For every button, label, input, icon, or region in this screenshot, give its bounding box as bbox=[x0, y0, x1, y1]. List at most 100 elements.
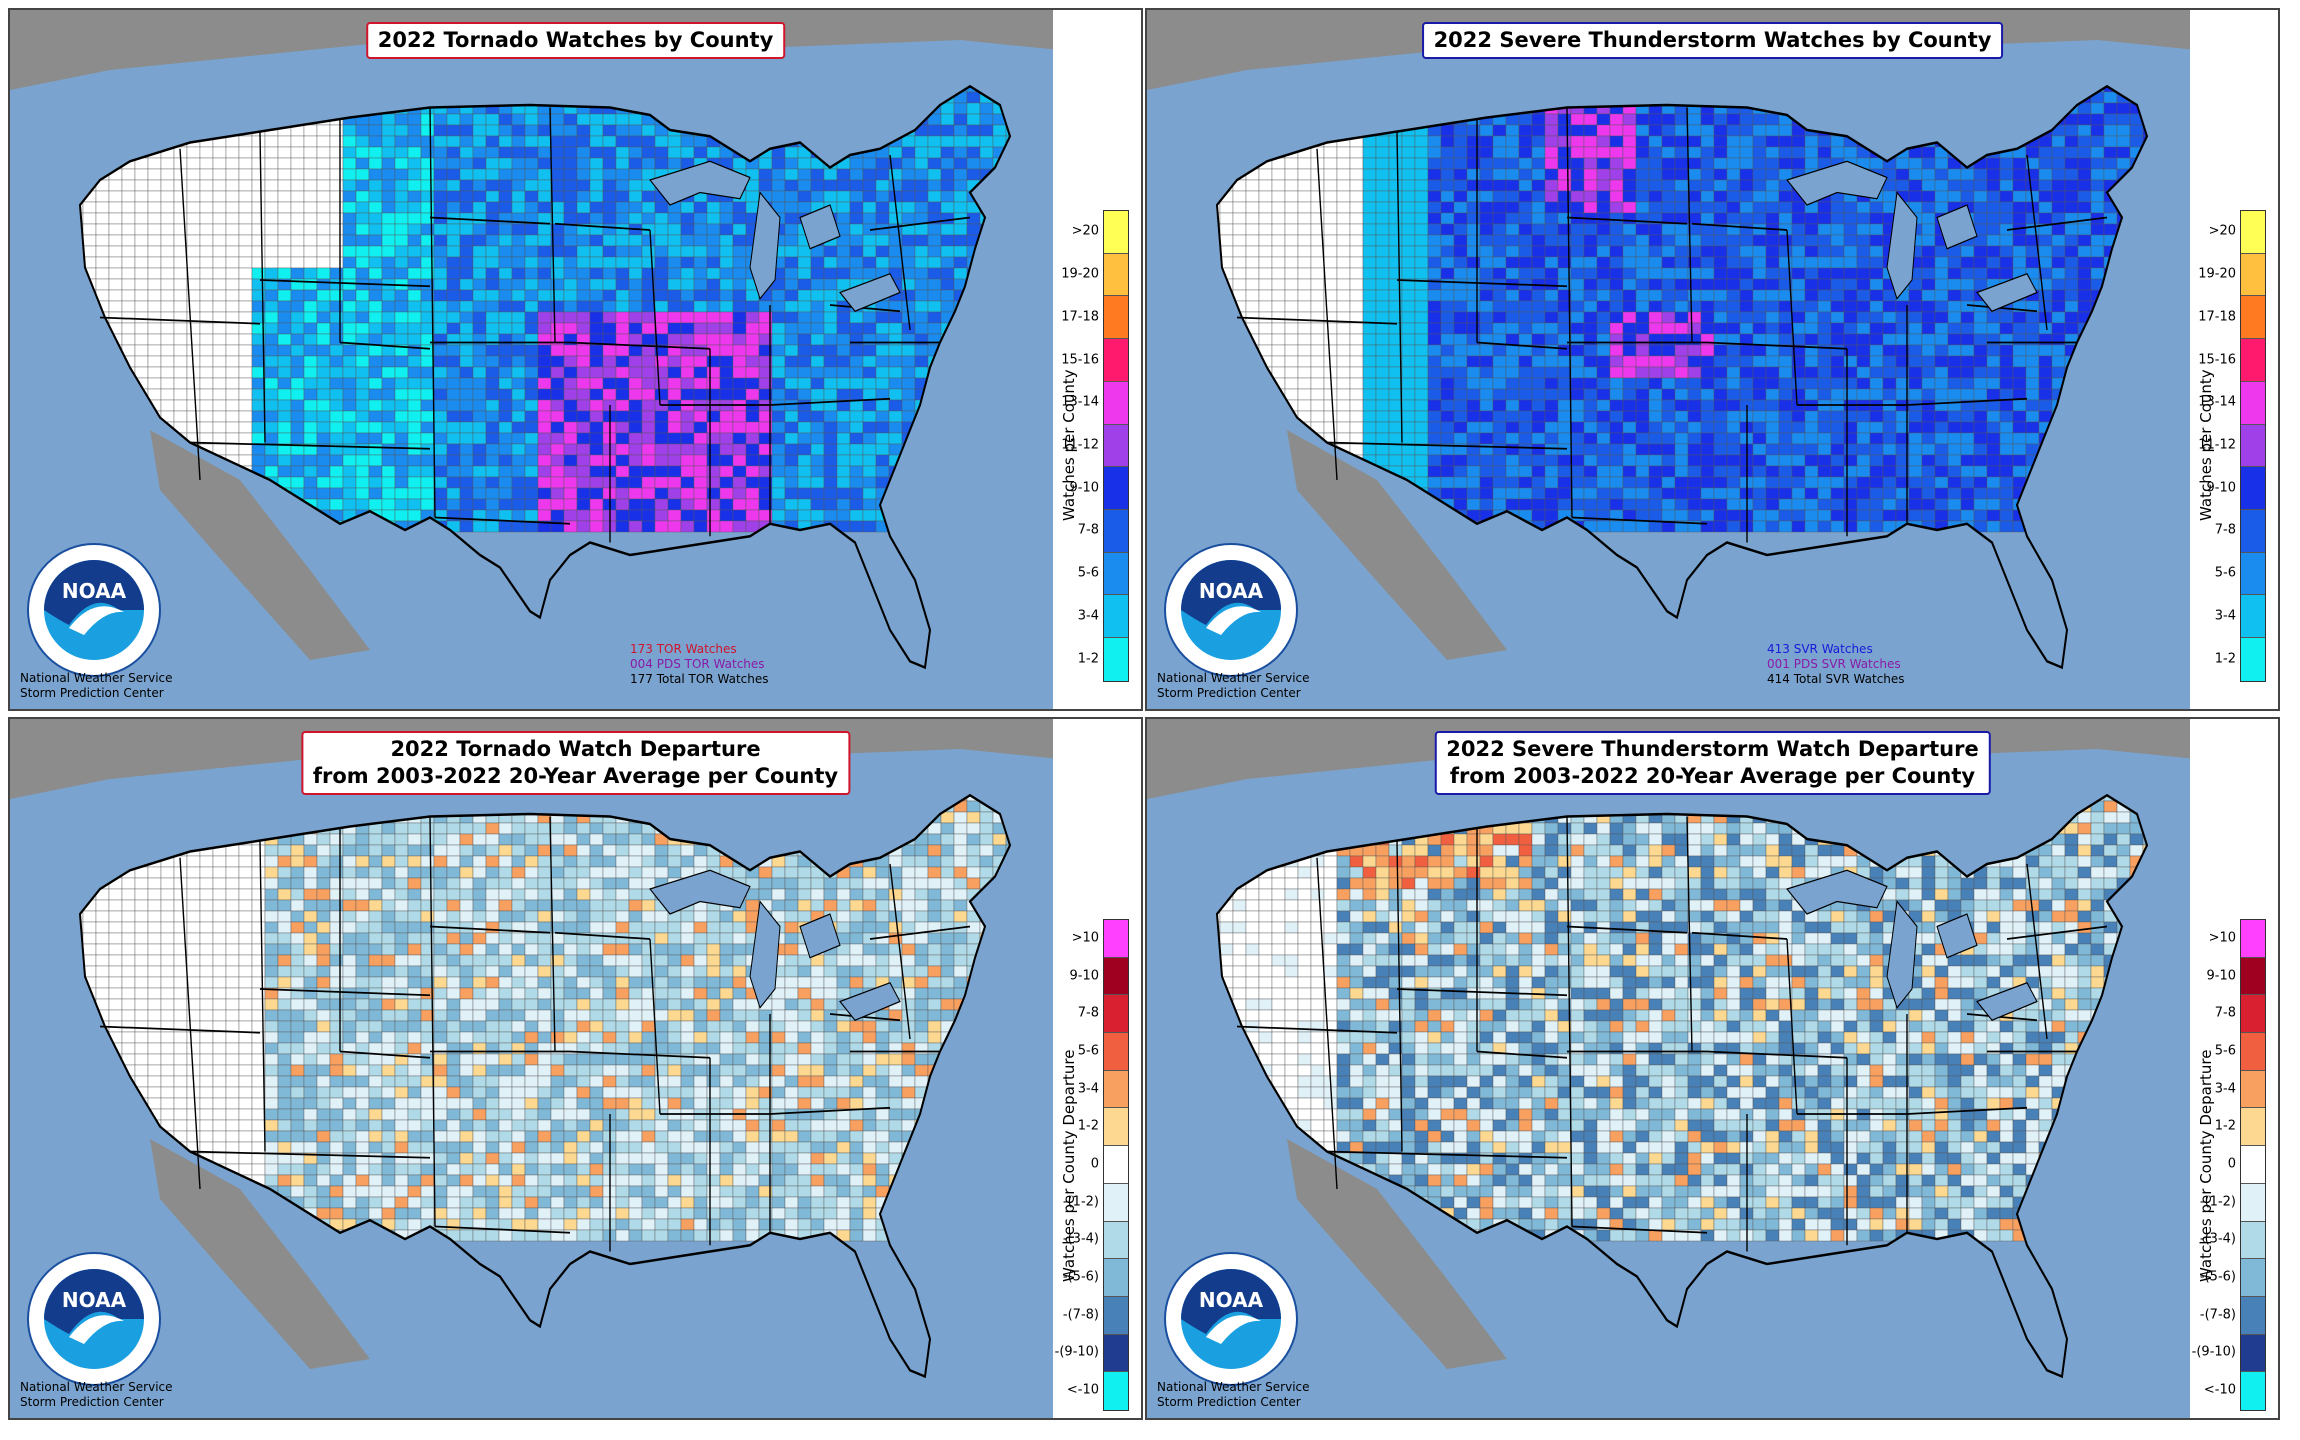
legend-label: 7-8 bbox=[1077, 522, 1099, 538]
legend-label: 13-14 bbox=[2198, 394, 2236, 410]
noaa-logo: NOAA bbox=[1161, 1249, 1301, 1389]
legend-label: <-10 bbox=[1066, 1382, 1099, 1398]
legend-label: -(7-8) bbox=[1062, 1307, 1099, 1323]
noaa-logo-text: NOAA bbox=[62, 579, 127, 603]
credit-line: Storm Prediction Center bbox=[20, 1395, 164, 1409]
state-borders bbox=[1236, 107, 2108, 543]
legend-label: 3-4 bbox=[1077, 1081, 1099, 1097]
watch-count-line: 414 Total SVR Watches bbox=[1767, 672, 1905, 686]
legend-label: -(3-4) bbox=[1062, 1231, 1099, 1247]
legend-swatch bbox=[1104, 510, 1128, 553]
watch-count-line: 004 PDS TOR Watches bbox=[630, 657, 765, 671]
credit-line: Storm Prediction Center bbox=[1157, 686, 1301, 700]
legend-label: -(9-10) bbox=[1054, 1344, 1099, 1360]
legend-label: -(7-8) bbox=[2199, 1307, 2236, 1323]
legend-swatch bbox=[2241, 1108, 2265, 1147]
state-borders bbox=[1236, 816, 2108, 1252]
map-title-line: from 2003-2022 20-Year Average per Count… bbox=[1449, 764, 1976, 788]
legend-label: 3-4 bbox=[2214, 608, 2236, 624]
legend-label: 11-12 bbox=[1061, 437, 1099, 453]
legend-label: 19-20 bbox=[1061, 266, 1099, 282]
legend-label: 1-2 bbox=[2214, 651, 2236, 667]
canada-land bbox=[10, 10, 1060, 90]
us-outline bbox=[1215, 84, 2149, 670]
state-borders bbox=[99, 816, 971, 1252]
credit-text: National Weather Service Storm Prediction… bbox=[20, 1380, 173, 1410]
noaa-logo-text: NOAA bbox=[62, 1288, 127, 1312]
credit-line: National Weather Service bbox=[20, 671, 173, 685]
great-lakes bbox=[649, 160, 901, 312]
credit-line: Storm Prediction Center bbox=[20, 686, 164, 700]
credit-line: National Weather Service bbox=[20, 1380, 173, 1394]
legend-swatch bbox=[1104, 1033, 1128, 1071]
legend-label: 1-2 bbox=[2214, 1118, 2236, 1134]
legend-swatch bbox=[2241, 1334, 2265, 1373]
legend-swatch bbox=[2241, 510, 2265, 553]
mexico-land bbox=[1287, 1139, 1507, 1369]
legend-swatch bbox=[1104, 552, 1128, 596]
legend-label: 7-8 bbox=[1077, 1005, 1099, 1021]
legend-swatch bbox=[1104, 253, 1128, 297]
noaa-logo: NOAA bbox=[1161, 540, 1301, 680]
legend-swatch bbox=[1104, 211, 1128, 254]
us-county-map bbox=[1147, 719, 2197, 1418]
map-title-line: 2022 Tornado Watch Departure bbox=[390, 737, 761, 761]
great-lakes bbox=[649, 869, 901, 1021]
legend-label: 3-4 bbox=[2214, 1081, 2236, 1097]
map-title-line: from 2003-2022 20-Year Average per Count… bbox=[312, 764, 839, 788]
legend-label: 17-18 bbox=[1061, 309, 1099, 325]
legend-label: 0 bbox=[1090, 1156, 1099, 1172]
legend-swatch bbox=[1104, 1221, 1128, 1260]
legend-label: >10 bbox=[1071, 930, 1099, 946]
legend-label: <-10 bbox=[2203, 1382, 2236, 1398]
legend-label: 7-8 bbox=[2214, 522, 2236, 538]
credit-line: National Weather Service bbox=[1157, 1380, 1310, 1394]
credit-text: National Weather Service Storm Prediction… bbox=[20, 671, 173, 701]
legend-swatch bbox=[1104, 424, 1128, 468]
watch-counts: 173 TOR Watches 004 PDS TOR Watches 177 To… bbox=[630, 642, 768, 687]
mexico-land bbox=[1287, 430, 1507, 660]
legend-label: >20 bbox=[2208, 223, 2236, 239]
legend-swatch bbox=[1104, 995, 1128, 1034]
legend-label: 5-6 bbox=[2214, 1043, 2236, 1059]
legend-swatch bbox=[1104, 1146, 1128, 1184]
noaa-logo: NOAA bbox=[24, 540, 164, 680]
legend-swatch bbox=[2241, 1296, 2265, 1335]
legend-swatch bbox=[1104, 381, 1128, 425]
legend-swatch bbox=[1104, 595, 1128, 639]
legend-label: 9-10 bbox=[1069, 480, 1099, 496]
legend-swatch bbox=[2241, 957, 2265, 996]
legend-swatch bbox=[1104, 1372, 1128, 1410]
legend-label: 17-18 bbox=[2198, 309, 2236, 325]
map-title: 2022 Tornado Watches by County bbox=[365, 22, 786, 59]
legend-swatch bbox=[2241, 1070, 2265, 1109]
legend-swatch bbox=[1104, 296, 1128, 340]
legend-swatch bbox=[1104, 920, 1128, 958]
map-title: 2022 Tornado Watch Departure from 2003-20… bbox=[300, 731, 851, 795]
legend-swatch bbox=[1104, 957, 1128, 996]
legend-swatch bbox=[2241, 638, 2265, 681]
legend-swatch bbox=[1104, 1183, 1128, 1222]
legend-swatch bbox=[2241, 467, 2265, 511]
legend-label: 5-6 bbox=[2214, 565, 2236, 581]
legend-swatch bbox=[2241, 381, 2265, 425]
legend-swatch bbox=[2241, 1146, 2265, 1184]
legend-swatch bbox=[1104, 1334, 1128, 1373]
credit-line: Storm Prediction Center bbox=[1157, 1395, 1301, 1409]
legend-label: 13-14 bbox=[1061, 394, 1099, 410]
legend-swatch bbox=[2241, 1259, 2265, 1297]
legend-label: 7-8 bbox=[2214, 1005, 2236, 1021]
map-panel-tornado-count: 2022 Tornado Watches by County >20 19-20 17… bbox=[8, 8, 1143, 711]
map-panel-svr-count: 2022 Severe Thunderstorm Watches by Coun… bbox=[1145, 8, 2280, 711]
credit-text: National Weather Service Storm Prediction… bbox=[1157, 1380, 1310, 1410]
legend-swatch bbox=[2241, 253, 2265, 297]
state-borders bbox=[99, 107, 971, 543]
legend-label: 15-16 bbox=[2198, 352, 2236, 368]
legend-swatch bbox=[1104, 467, 1128, 511]
legend-swatch bbox=[1104, 1296, 1128, 1335]
legend-label: -(9-10) bbox=[2191, 1344, 2236, 1360]
map-panel-svr-departure: 2022 Severe Thunderstorm Watch Departure… bbox=[1145, 717, 2280, 1420]
map-title: 2022 Severe Thunderstorm Watches by Coun… bbox=[1421, 22, 2004, 59]
legend-label: >10 bbox=[2208, 930, 2236, 946]
legend-axis-label: Watches per County bbox=[1060, 368, 1078, 521]
